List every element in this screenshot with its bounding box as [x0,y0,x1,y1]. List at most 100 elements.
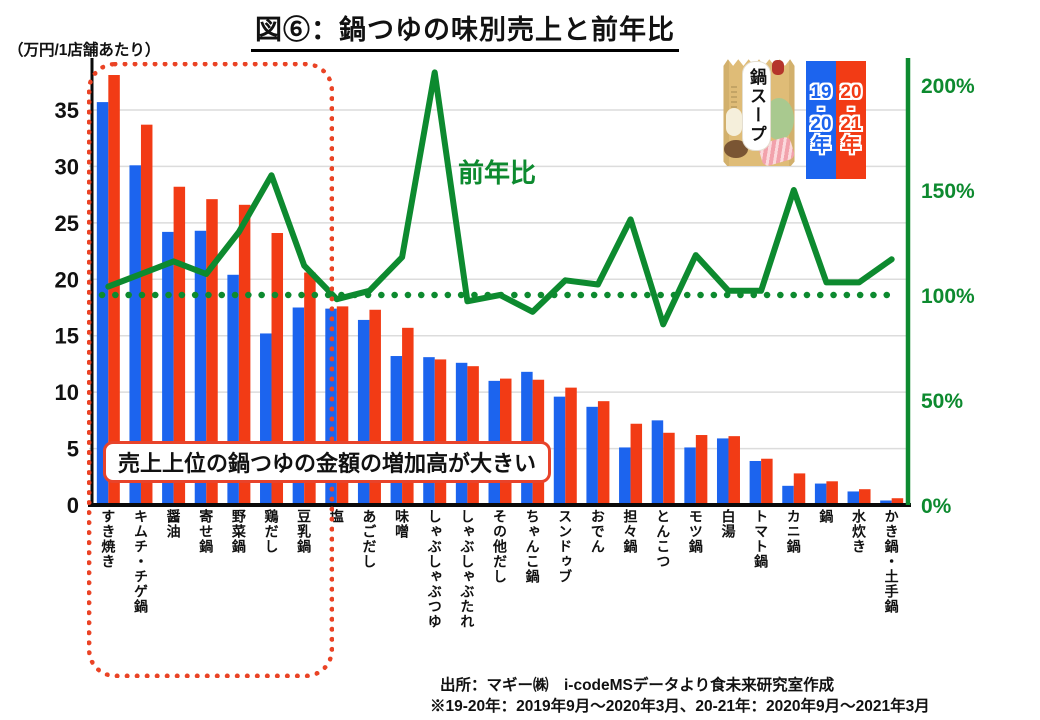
x-label-text: 鍋 [818,509,835,524]
package-label-badge: 鍋スープ [742,61,771,151]
legend-text: 20 [810,113,832,135]
bar-19-20-23 [847,491,860,505]
x-label-1: キムチ・チゲ鍋 [125,509,158,614]
right-tick-100%: 100% [921,285,975,308]
x-label-13: ちゃんこ鍋 [516,509,549,584]
x-label-15: おでん [582,509,615,554]
yoy-line-label: 前年比 [458,158,537,188]
bar-20-21-6 [304,272,316,505]
x-label-8: あごだし [353,509,386,569]
source-note: 出所：マギー㈱ i-codeMSデータより食未来研究室作成 ※19-20年：20… [430,676,930,718]
bar-20-21-23 [859,489,871,505]
x-label-23: 水炊き [843,509,876,554]
left-tick-0: 0 [67,493,79,518]
x-label-9: 味噌 [386,509,419,539]
legend-text: 年 [841,134,861,156]
x-label-2: 醤油 [157,509,190,539]
x-label-10: しゃぶしゃぶつゆ [418,509,451,629]
bar-20-21-8 [369,309,381,505]
bar-19-20-13 [521,371,533,505]
left-tick-10: 10 [55,380,79,405]
x-label-text: トマト鍋 [753,509,770,569]
x-label-text: とんこつ [655,509,672,569]
bar-20-21-22 [826,481,838,505]
bar-20-21-9 [402,327,414,505]
annotation-callout: 売上上位の鍋つゆの金額の増加高が大きい [103,441,551,483]
x-label-text: 寄せ鍋 [198,509,215,554]
bar-19-20-11 [455,362,468,505]
bar-20-21-17 [663,432,675,505]
left-tick-5: 5 [67,437,79,462]
x-label-14: スンドゥブ [549,509,582,584]
x-label-21: カニ鍋 [777,509,810,554]
x-label-24: かき鍋・土手鍋 [875,509,908,614]
left-axis-unit-label: （万円/1店舗あたり） [8,42,161,59]
bar-20-21-20 [761,458,773,505]
x-label-text: その他だし [491,509,508,584]
bar-19-20-22 [814,483,827,505]
x-label-7: 塩 [320,509,353,524]
bar-20-21-1 [140,124,153,506]
bar-19-20-14 [553,396,566,505]
bar-20-21-11 [467,366,479,505]
legend-text: 19 [810,82,832,104]
left-tick-30: 30 [55,154,79,179]
bar-19-20-3 [194,230,207,505]
x-label-text: 味噌 [394,509,411,539]
bar-19-20-2 [162,231,174,505]
vegetable-icon [726,108,742,136]
yoy-line [105,69,895,328]
x-label-text: おでん [589,509,606,554]
bar-19-20-18 [684,447,696,505]
bar-20-21-3 [206,199,218,505]
left-tick-15: 15 [55,324,79,349]
x-label-text: 醤油 [165,509,182,539]
right-tick-200%: 200% [921,75,975,98]
right-tick-50%: 50% [921,390,963,413]
legend-text: 20 [840,82,862,104]
bar-20-21-24 [891,498,904,505]
bar-19-20-5 [260,333,272,505]
x-label-text: カニ鍋 [785,509,802,554]
bar-19-20-17 [651,420,664,505]
bar-19-20-19 [716,438,729,505]
x-label-text: モツ鍋 [687,509,704,554]
mushroom-icon [724,140,748,158]
bar-19-20-9 [390,356,403,505]
bar-20-21-10 [434,359,447,505]
bar-20-21-2 [173,186,186,505]
legend-text: - [817,98,825,120]
x-label-text: 水炊き [851,509,868,554]
legend-text: 21 [840,113,862,135]
x-label-text: しゃぶしゃぶつゆ [426,509,443,629]
chart-title-row: 図⑥：鍋つゆの味別売上と前年比 [65,8,865,52]
package-illustration: 鍋スープ [722,56,796,168]
x-label-0: すき焼き [92,509,125,569]
bar-20-21-15 [597,401,610,505]
right-tick-150%: 150% [921,180,975,203]
bar-20-21-16 [630,423,643,505]
x-label-17: とんこつ [647,509,680,569]
x-label-text: しゃぶしゃぶたれ [459,509,476,629]
x-label-11: しゃぶしゃぶたれ [451,509,484,629]
x-label-3: 寄せ鍋 [190,509,223,554]
legend-text: - [847,98,855,120]
legend: 19-20 年 20-21 年 [806,61,866,179]
x-label-text: スンドゥブ [557,509,574,584]
bar-19-20-24 [880,500,892,505]
bar-20-21-7 [336,306,349,505]
x-label-text: かき鍋・土手鍋 [883,509,900,614]
package-side-text [731,86,737,110]
x-label-text: 鶏だし [263,509,280,554]
bar-20-21-18 [695,435,708,505]
right-tick-0%: 0% [921,495,952,518]
legend-item-20-21年: 20-21 年 [836,61,866,179]
x-label-text: ちゃんこ鍋 [524,509,541,584]
x-label-18: モツ鍋 [680,509,713,554]
legend-text: 年 [811,134,831,156]
bar-20-21-0 [108,75,120,505]
x-label-text: 白湯 [720,509,737,539]
package-tag-icon [772,60,784,75]
bar-20-21-14 [565,387,577,505]
